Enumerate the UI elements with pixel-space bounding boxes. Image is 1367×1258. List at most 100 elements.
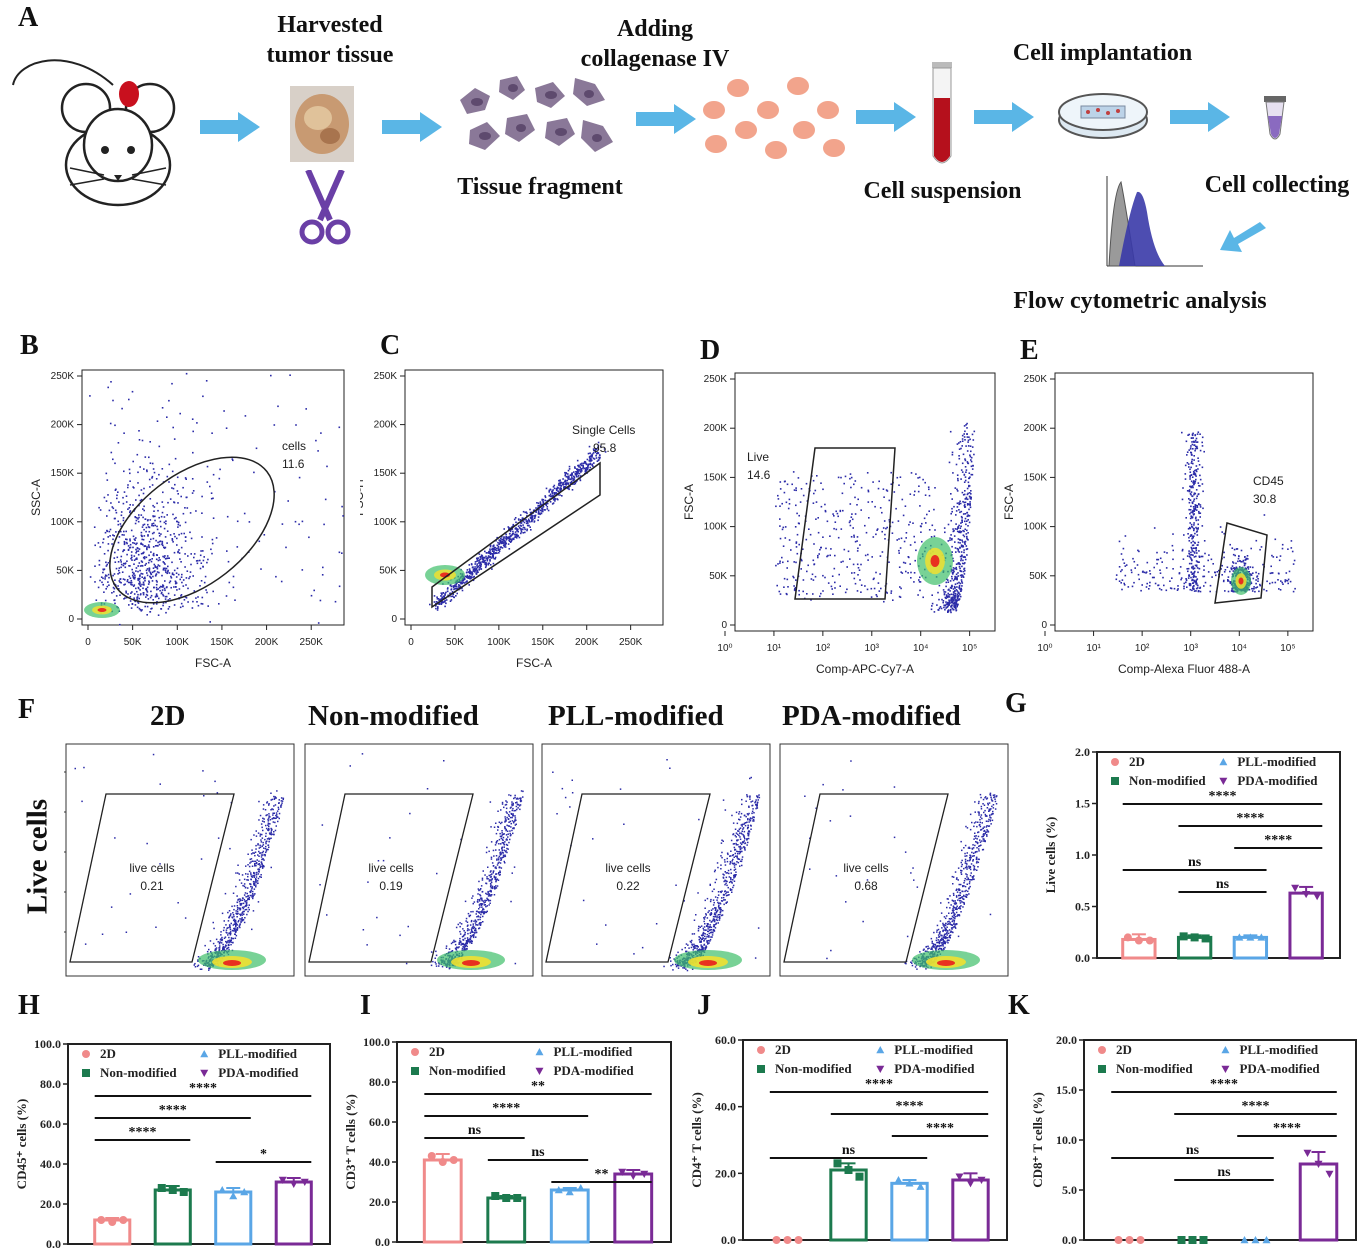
event-dot — [959, 563, 961, 566]
event-dot — [945, 594, 948, 596]
event-dot — [520, 529, 522, 531]
event-dot — [957, 538, 960, 540]
event-dot — [131, 390, 134, 393]
event-dot — [890, 592, 892, 594]
event-dot — [430, 964, 433, 967]
event-dot — [231, 937, 233, 940]
event-dot — [1123, 582, 1125, 585]
event-dot — [824, 503, 826, 506]
event-dot — [149, 611, 151, 613]
event-dot — [510, 826, 512, 828]
event-dot — [501, 830, 503, 832]
event-dot — [153, 471, 156, 474]
event-dot — [970, 490, 972, 492]
event-dot — [1291, 550, 1294, 553]
event-dot — [128, 398, 130, 401]
event-dot — [117, 491, 119, 493]
event-dot — [571, 489, 574, 491]
event-dot — [1271, 572, 1273, 574]
event-dot — [477, 915, 479, 917]
event-dot — [477, 565, 480, 568]
event-dot — [107, 581, 109, 583]
event-dot — [469, 935, 472, 937]
event-dot — [141, 576, 143, 578]
y-tick-label: 250K — [51, 371, 75, 382]
event-dot — [917, 490, 920, 493]
event-dot — [219, 939, 222, 941]
event-dot — [1197, 571, 1199, 574]
event-dot — [236, 520, 239, 523]
event-dot — [959, 500, 961, 503]
event-dot — [938, 584, 941, 587]
y-tick-label: 200K — [704, 423, 728, 434]
y-axis-label: FSC-A — [1002, 484, 1016, 520]
event-dot — [457, 584, 460, 586]
event-dot — [594, 450, 597, 452]
event-dot — [152, 603, 155, 605]
event-dot — [943, 527, 946, 529]
event-dot — [500, 853, 503, 855]
event-dot — [574, 467, 576, 469]
event-dot — [503, 842, 505, 845]
event-dot — [258, 855, 260, 857]
event-dot — [1190, 480, 1193, 483]
event-dot — [942, 589, 945, 591]
event-dot — [505, 537, 508, 539]
event-dot — [950, 570, 953, 572]
event-dot — [881, 551, 884, 553]
event-dot — [496, 864, 499, 866]
event-dot — [1193, 524, 1195, 526]
event-dot — [542, 510, 544, 513]
event-dot — [164, 567, 166, 570]
event-dot — [1194, 547, 1197, 549]
event-dot — [598, 456, 600, 459]
event-dot — [579, 466, 582, 469]
event-dot — [438, 602, 441, 605]
event-dot — [806, 570, 808, 573]
event-dot — [551, 490, 554, 492]
event-dot — [190, 537, 193, 540]
event-dot — [238, 879, 241, 881]
event-dot — [507, 848, 509, 850]
event-dot — [490, 887, 493, 889]
event-dot — [576, 475, 578, 478]
event-dot — [509, 537, 511, 539]
event-dot — [594, 451, 597, 453]
event-dot — [484, 904, 486, 906]
event-dot — [967, 481, 970, 484]
event-dot — [1193, 590, 1196, 592]
event-dot — [226, 941, 229, 943]
event-dot — [251, 876, 253, 878]
event-dot — [504, 821, 506, 823]
event-dot — [189, 531, 191, 534]
event-dot — [508, 538, 511, 540]
arrow-right-icon — [1170, 102, 1230, 132]
event-dot — [961, 582, 964, 584]
event-dot — [886, 592, 888, 594]
event-dot — [435, 965, 438, 967]
event-dot — [129, 511, 131, 513]
event-dot — [146, 546, 148, 548]
event-dot — [508, 540, 511, 542]
gate-polygon — [69, 793, 235, 963]
event-dot — [1195, 469, 1197, 471]
event-dot — [458, 946, 460, 948]
event-dot — [960, 558, 963, 560]
event-dot — [530, 529, 532, 531]
event-dot — [163, 516, 166, 518]
event-dot — [98, 506, 100, 509]
event-dot — [129, 472, 131, 475]
event-dot — [1285, 572, 1288, 574]
event-dot — [489, 560, 491, 562]
event-dot — [961, 440, 964, 442]
event-dot — [152, 546, 155, 548]
event-dot — [1248, 588, 1251, 591]
event-dot — [1215, 574, 1217, 577]
event-dot — [251, 928, 253, 931]
event-dot — [956, 490, 959, 492]
event-dot — [860, 509, 862, 511]
event-dot — [968, 485, 971, 487]
event-dot — [873, 587, 876, 590]
event-dot — [502, 839, 504, 842]
event-dot — [444, 594, 446, 596]
